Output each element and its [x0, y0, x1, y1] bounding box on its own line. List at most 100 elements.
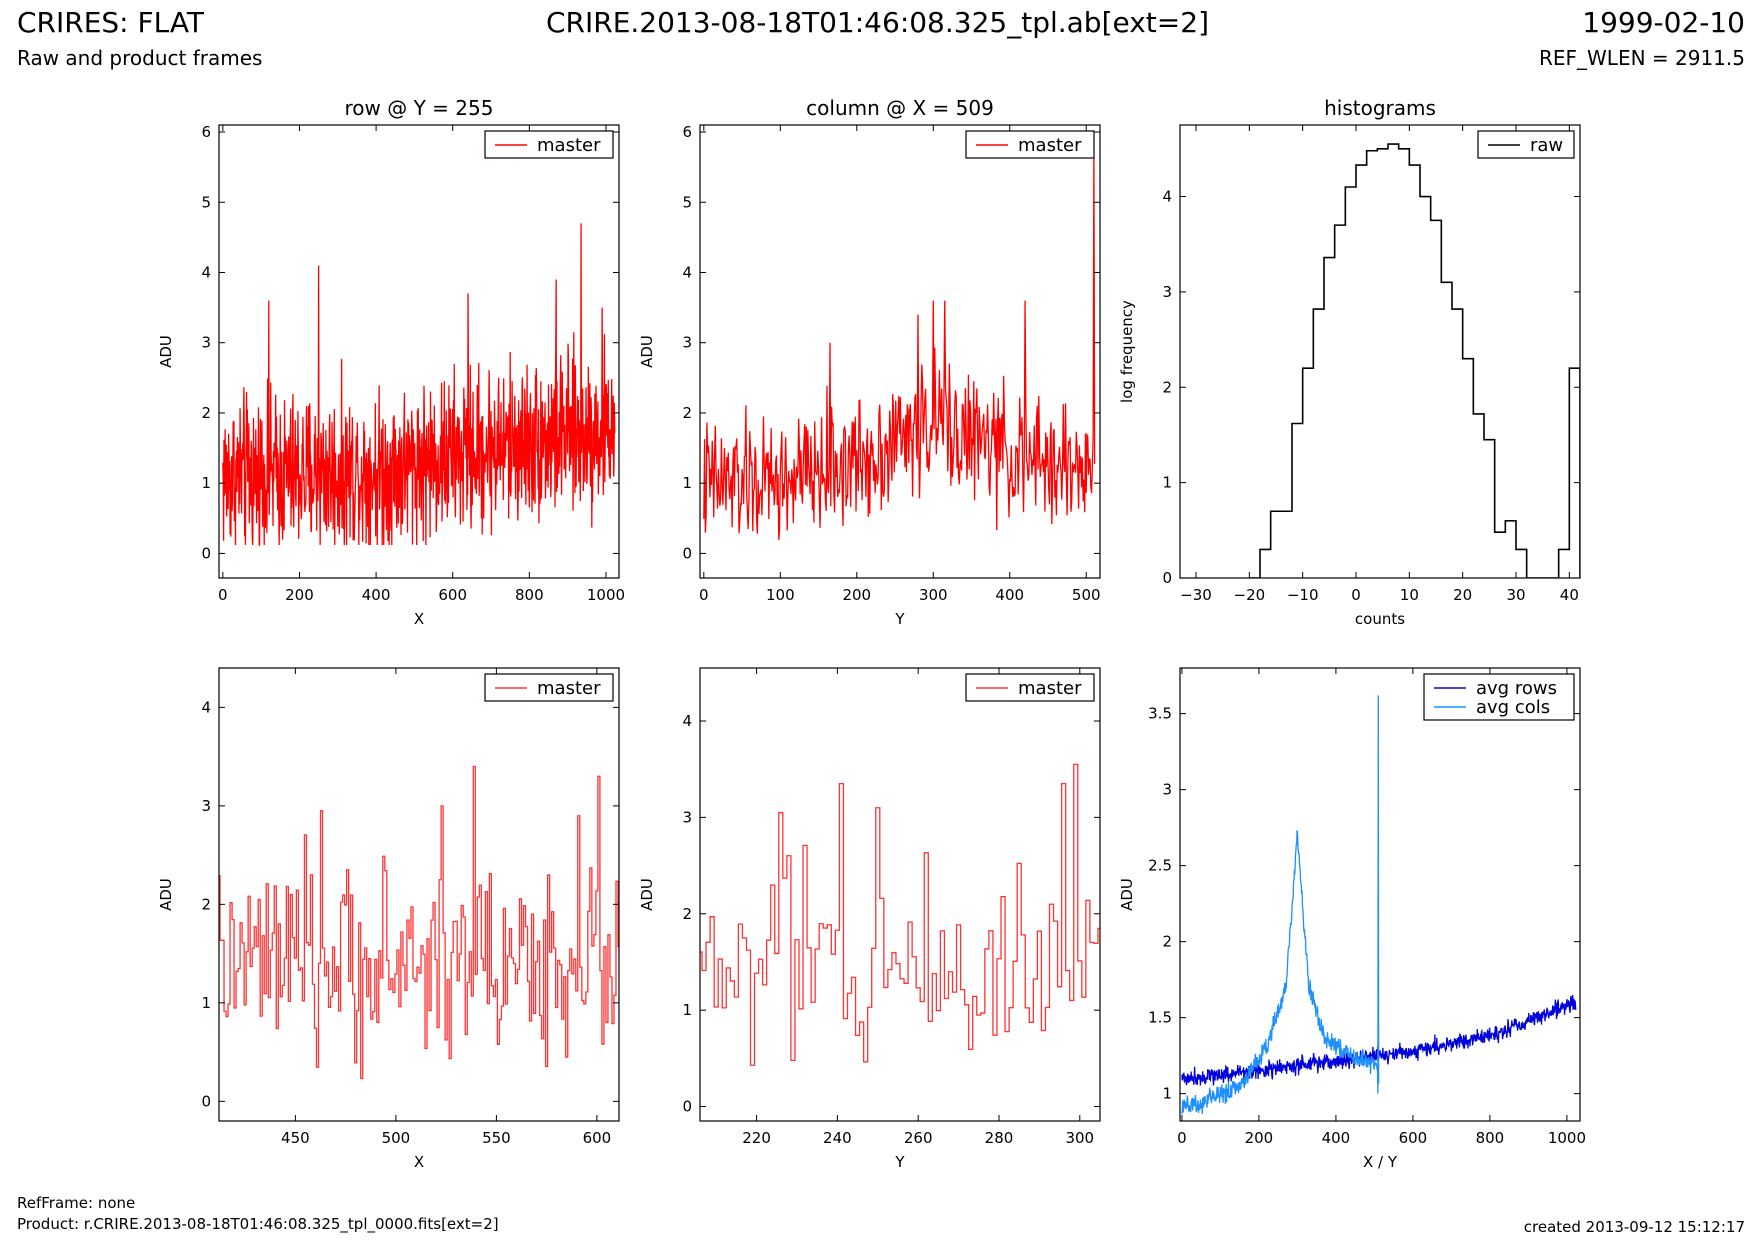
legend-label: master — [537, 678, 601, 699]
y-tick-label: 2 — [682, 905, 692, 923]
y-tick-label: 3.5 — [1148, 705, 1172, 723]
plot-frame — [699, 124, 1101, 579]
legend-label: raw — [1530, 135, 1563, 156]
y-tick-label: 1 — [1162, 474, 1172, 492]
x-tick-label: 200 — [1245, 1129, 1274, 1147]
series-master-line — [222, 223, 616, 546]
x-tick-label: 800 — [1476, 1129, 1505, 1147]
plot-frame — [1179, 124, 1581, 579]
chart-title: row @ Y = 255 — [345, 96, 494, 120]
plot-frame — [699, 667, 1101, 1122]
x-tick-label: 450 — [281, 1129, 310, 1147]
y-tick-label: 1.5 — [1148, 1009, 1172, 1027]
x-tick-label: 1000 — [587, 586, 625, 604]
x-tick-label: 40 — [1560, 586, 1579, 604]
file-name-title: CRIRE.2013-08-18T01:46:08.325_tpl.ab[ext… — [545, 6, 1209, 39]
y-axis-label: ADU — [157, 878, 175, 911]
legend: raw — [1477, 130, 1575, 159]
y-tick-label: 1 — [682, 1001, 692, 1019]
y-tick-label: 1 — [682, 474, 692, 492]
y-tick-label: 5 — [201, 193, 211, 211]
y-tick-label: 4 — [682, 712, 692, 730]
x-tick-label: 600 — [438, 586, 467, 604]
x-tick-label: 0 — [1177, 1129, 1187, 1147]
y-tick-label: 2 — [1162, 378, 1172, 396]
report-title: CRIRES: FLAT — [17, 6, 204, 39]
y-tick-label: 4 — [201, 263, 211, 281]
y-tick-label: 4 — [682, 263, 692, 281]
chart-title: histograms — [1324, 96, 1436, 120]
y-tick-label: 1 — [201, 994, 211, 1012]
x-tick-label: −30 — [1180, 586, 1212, 604]
created-timestamp: created 2013-09-12 15:12:17 — [1523, 1218, 1745, 1236]
date-title: 1999-02-10 — [1582, 6, 1745, 39]
legend-label: avg rows — [1476, 678, 1557, 699]
y-tick-label: 6 — [201, 123, 211, 141]
y-tick-label: 3 — [201, 797, 211, 815]
y-tick-label: 1 — [1162, 1085, 1172, 1103]
legend-box — [1477, 130, 1575, 159]
chart-row-full: 0 200 400 600 800 1000 0 1 2 3 4 5 6 row @ Y = 255 X AD… — [157, 96, 625, 628]
y-tick-label: 2.5 — [1148, 857, 1172, 875]
y-tick-label: 2 — [201, 895, 211, 913]
legend-label: master — [1018, 678, 1082, 699]
y-tick-label: 0 — [201, 544, 211, 562]
series-master-line — [219, 765, 619, 1080]
y-tick-label: 0 — [682, 544, 692, 562]
y-axis-label: ADU — [638, 335, 656, 368]
y-tick-label: 1 — [201, 474, 211, 492]
y-axis-label: log frequency — [1118, 300, 1136, 403]
y-tick-label: 6 — [682, 123, 692, 141]
series-raw-line — [1249, 143, 1580, 578]
legend: master — [965, 130, 1095, 159]
x-axis-label: Y — [894, 1153, 905, 1171]
legend-label: master — [537, 135, 601, 156]
x-tick-label: 100 — [766, 586, 795, 604]
x-tick-label: 300 — [1065, 1129, 1094, 1147]
series-avg-cols-line — [1181, 695, 1380, 1115]
y-tick-label: 3 — [201, 334, 211, 352]
chart-histograms: −30 −20 −10 0 10 20 30 40 0 1 2 3 4 histograms counts l… — [1118, 96, 1581, 628]
y-axis-label: ADU — [1118, 878, 1136, 911]
y-tick-label: 4 — [1162, 188, 1172, 206]
chart-averages: 0 200 400 600 800 1000 1 1.5 2 2.5 3 3.5 X / Y ADU avg… — [1118, 667, 1586, 1171]
chart-title: column @ X = 509 — [806, 96, 994, 120]
y-axis-label: ADU — [638, 878, 656, 911]
y-tick-label: 3 — [682, 808, 692, 826]
x-tick-label: 0 — [218, 586, 228, 604]
plot-frame — [218, 124, 620, 579]
plot-frame — [218, 667, 620, 1122]
x-tick-label: 200 — [842, 586, 871, 604]
x-tick-label: 800 — [515, 586, 544, 604]
x-tick-label: 1000 — [1548, 1129, 1586, 1147]
x-tick-label: 260 — [904, 1129, 933, 1147]
ref-wlen-label: REF_WLEN = 2911.5 — [1538, 46, 1745, 70]
x-tick-label: −10 — [1287, 586, 1319, 604]
y-tick-label: 4 — [201, 698, 211, 716]
x-tick-label: 280 — [985, 1129, 1014, 1147]
legend: master — [484, 130, 614, 159]
x-axis-label: counts — [1355, 610, 1405, 628]
x-tick-label: 10 — [1400, 586, 1419, 604]
legend: master — [965, 673, 1095, 702]
y-tick-label: 0 — [201, 1092, 211, 1110]
x-axis-label: X / Y — [1363, 1153, 1398, 1171]
plot-frame — [1179, 667, 1581, 1122]
x-tick-label: 600 — [583, 1129, 612, 1147]
x-tick-label: 600 — [1399, 1129, 1428, 1147]
chart-column-zoom: 220 240 260 280 300 0 1 2 3 4 Y ADU master — [638, 667, 1101, 1171]
x-tick-label: 0 — [699, 586, 709, 604]
x-tick-label: 500 — [1072, 586, 1101, 604]
y-tick-label: 2 — [201, 404, 211, 422]
y-tick-label: 2 — [1162, 933, 1172, 951]
x-tick-label: 400 — [362, 586, 391, 604]
x-tick-label: 300 — [919, 586, 948, 604]
series-master-line — [700, 763, 1100, 1066]
ref-frame-label: RefFrame: none — [17, 1194, 136, 1212]
x-axis-label: X — [414, 610, 424, 628]
y-tick-label: 0 — [682, 1098, 692, 1116]
x-tick-label: 500 — [382, 1129, 411, 1147]
chart-column-full: 0 100 200 300 400 500 0 1 2 3 4 5 6 column @ X = 509 Y… — [638, 96, 1101, 628]
x-tick-label: 240 — [823, 1129, 852, 1147]
